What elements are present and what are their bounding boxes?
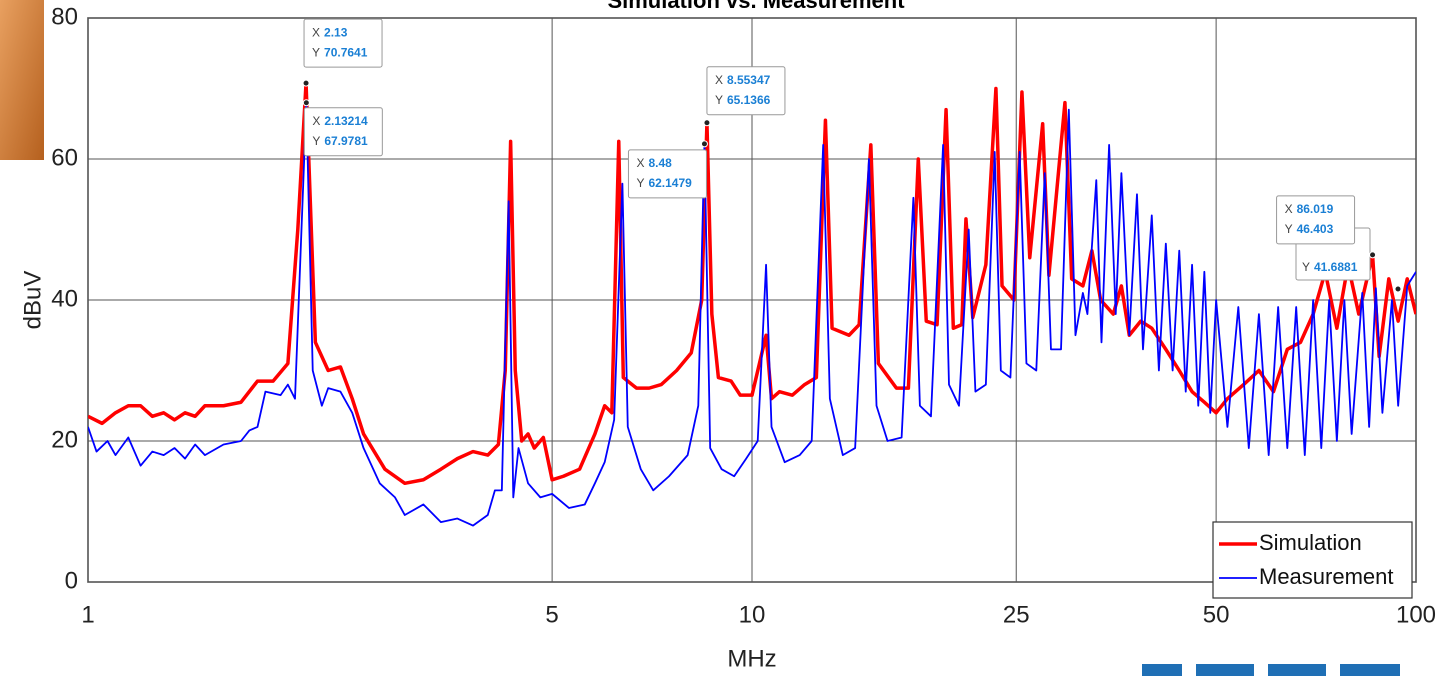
series-line bbox=[88, 101, 1416, 527]
data-tip-key: X bbox=[312, 114, 320, 128]
y-tick-label: 60 bbox=[51, 144, 78, 171]
data-tip-value: 8.48 bbox=[648, 156, 672, 170]
y-tick-label: 40 bbox=[51, 285, 78, 312]
legend-box bbox=[1212, 521, 1413, 599]
data-tip-key: Y bbox=[715, 93, 723, 107]
data-tip-point bbox=[302, 99, 310, 107]
series-line bbox=[88, 81, 1416, 486]
x-tick-label: 10 bbox=[739, 601, 766, 628]
data-tip-value: 67.9781 bbox=[324, 134, 368, 148]
data-tip-key: X bbox=[312, 25, 320, 39]
x-tick-label: 5 bbox=[545, 601, 558, 628]
y-tick-label: 80 bbox=[51, 3, 78, 30]
data-tip-value: 2.13214 bbox=[324, 114, 368, 128]
data-tip-value: 86.019 bbox=[1297, 202, 1334, 216]
data-tip-point bbox=[1394, 285, 1402, 293]
data-tip-value: 46.403 bbox=[1297, 222, 1334, 236]
y-axis-label: dBuV bbox=[19, 271, 46, 330]
data-tip-box bbox=[303, 107, 383, 157]
y-tick-label: 0 bbox=[65, 567, 78, 594]
data-tip-value: 2.13 bbox=[324, 25, 348, 39]
x-tick-label: 25 bbox=[1003, 601, 1030, 628]
x-tick-label: 100 bbox=[1396, 601, 1436, 628]
data-tip-box bbox=[303, 18, 383, 68]
data-tip-key: Y bbox=[312, 45, 320, 59]
data-tip-point bbox=[1369, 251, 1377, 259]
data-tip-value: 41.6881 bbox=[1314, 260, 1358, 274]
y-tick-label: 20 bbox=[51, 426, 78, 453]
data-tip-point bbox=[302, 79, 310, 87]
data-tip-key: X bbox=[715, 73, 723, 87]
data-tip-key: Y bbox=[312, 134, 320, 148]
x-axis-label: MHz bbox=[727, 645, 776, 672]
legend-label: Simulation bbox=[1259, 530, 1362, 555]
data-tip-value: 65.1366 bbox=[727, 93, 771, 107]
chart-title: Simulation vs. Measurement bbox=[607, 0, 905, 13]
data-tip-point bbox=[700, 140, 708, 148]
data-tip-key: Y bbox=[1302, 260, 1310, 274]
data-tip-key: Y bbox=[1285, 222, 1293, 236]
corner-decoration bbox=[0, 0, 44, 160]
data-tip-value: 70.7641 bbox=[324, 45, 368, 59]
data-tip-box bbox=[1276, 195, 1356, 245]
data-tip-key: X bbox=[636, 156, 644, 170]
data-tip-box bbox=[706, 66, 786, 116]
legend-label: Measurement bbox=[1259, 564, 1394, 589]
data-tip-value: 62.1479 bbox=[648, 176, 692, 190]
x-tick-label: 1 bbox=[81, 601, 94, 628]
data-tip-point bbox=[703, 119, 711, 127]
x-tick-label: 50 bbox=[1203, 601, 1230, 628]
data-tip-key: Y bbox=[636, 176, 644, 190]
data-tip-key: X bbox=[1285, 202, 1293, 216]
data-tip-box bbox=[627, 149, 707, 199]
logo-decoration bbox=[1142, 664, 1400, 676]
data-tip-value: 8.55347 bbox=[727, 73, 771, 87]
